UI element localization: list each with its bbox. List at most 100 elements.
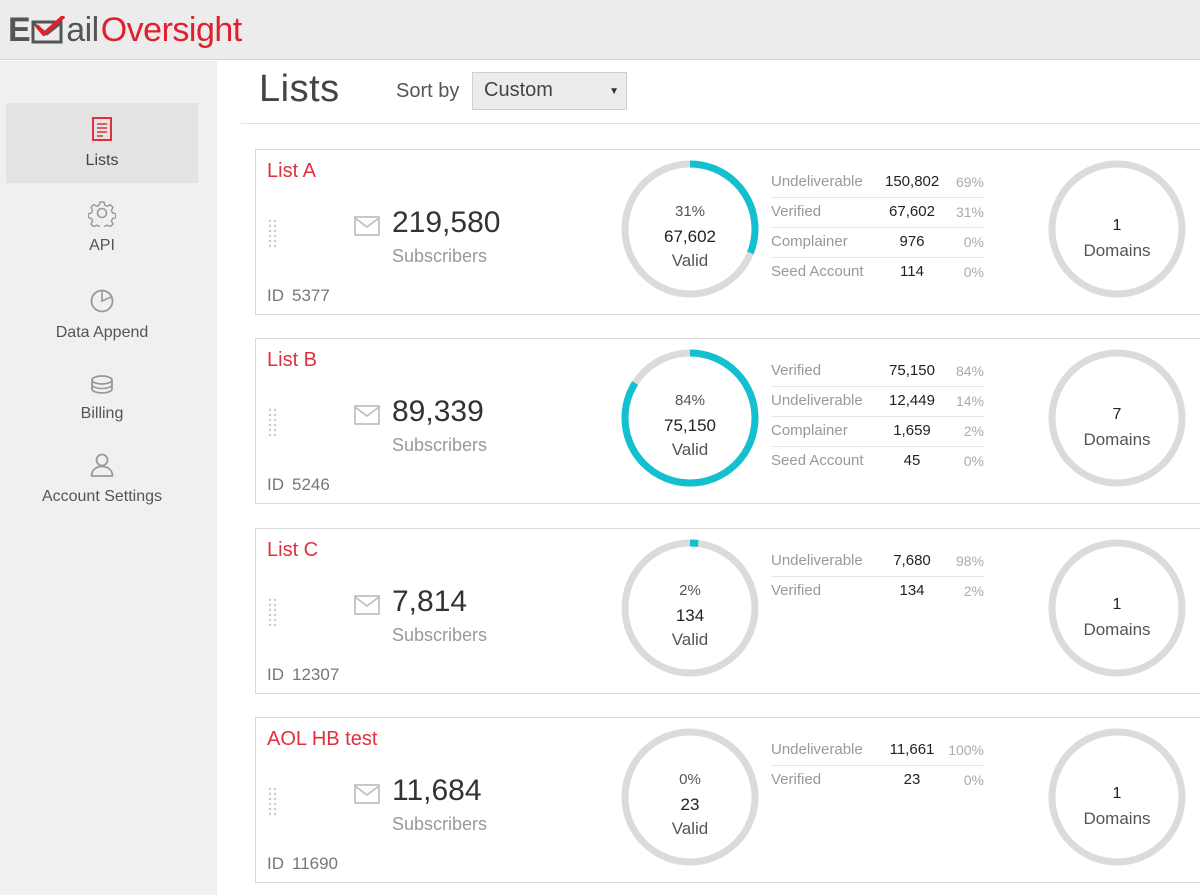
stats-table: Undeliverable 11,661 100% Verified 23 0% — [771, 736, 984, 796]
sidebar-item-label: Billing — [80, 405, 124, 422]
id-value: 5246 — [292, 475, 330, 494]
stat-percent: 98% — [955, 553, 984, 569]
domains-center: 1 Domains — [1047, 727, 1187, 867]
stats-table: Undeliverable 7,680 98% Verified 134 2% — [771, 547, 984, 607]
subscriber-count: 89,339 — [392, 395, 484, 428]
id-value: 5377 — [292, 286, 330, 305]
stat-name: Undeliverable — [771, 392, 863, 409]
stat-row: Verified 23 0% — [771, 766, 984, 796]
list-card[interactable]: List C 7,814 Subscribers ID 12307 2% 134 … — [255, 528, 1200, 694]
sort-select-value: Custom — [484, 79, 553, 101]
stat-row: Undeliverable 12,449 14% — [771, 387, 984, 417]
drag-handle-icon[interactable] — [267, 786, 279, 820]
stat-percent: 2% — [963, 423, 984, 439]
list-name-link[interactable]: AOL HB test — [267, 728, 378, 750]
domains-ring[interactable] — [1047, 538, 1187, 678]
sidebar-item-lists[interactable]: Lists — [6, 103, 198, 183]
domains-center: 7 Domains — [1047, 348, 1187, 488]
stat-name: Undeliverable — [771, 741, 863, 758]
coins-icon — [91, 375, 113, 394]
drag-handle-icon[interactable] — [267, 218, 279, 252]
domains-count: 1 — [1112, 785, 1122, 802]
sidebar-item-account-settings[interactable]: Account Settings — [6, 443, 198, 523]
donut-center: 2% 134 Valid — [620, 538, 760, 678]
stat-value: 23 — [903, 771, 921, 788]
stat-percent: 84% — [955, 363, 984, 379]
stat-name: Undeliverable — [771, 552, 863, 569]
mail-icon — [354, 595, 380, 615]
list-id: ID 5377 — [267, 286, 330, 306]
id-label: ID — [267, 854, 284, 873]
list-name-link[interactable]: List C — [267, 539, 319, 561]
sidebar-item-label: Lists — [85, 152, 119, 169]
domains-ring[interactable] — [1047, 348, 1187, 488]
stat-value: 7,680 — [893, 552, 931, 569]
stat-percent: 31% — [955, 204, 984, 220]
list-card[interactable]: AOL HB test 11,684 Subscribers ID 11690 0… — [255, 717, 1200, 883]
list-card[interactable]: List B 89,339 Subscribers ID 5246 84% 75,… — [255, 338, 1200, 504]
sidebar: Lists API Data Append Billing Account Se… — [0, 61, 217, 895]
stat-row: Undeliverable 11,661 100% — [771, 736, 984, 766]
id-label: ID — [267, 665, 284, 684]
sidebar-item-label: API — [89, 237, 115, 254]
donut-valid-arc — [621, 349, 759, 487]
sidebar-item-label: Account Settings — [41, 488, 163, 505]
stat-row: Verified 67,602 31% — [771, 198, 984, 228]
stat-value: 11,661 — [889, 741, 935, 758]
subscribers-label: Subscribers — [392, 246, 488, 266]
envelope-check-logo-icon — [31, 16, 66, 44]
valid-percent: 84% — [674, 392, 706, 409]
domains-count: 7 — [1112, 406, 1122, 423]
sidebar-item-data-append[interactable]: Data Append — [6, 275, 198, 355]
sidebar-item-billing[interactable]: Billing — [6, 359, 198, 439]
list-name-link[interactable]: List B — [267, 349, 318, 371]
stat-name: Seed Account — [771, 263, 864, 280]
dropdown-arrow-icon: ▼ — [609, 86, 619, 97]
subscribers-label: Subscribers — [392, 814, 488, 834]
subscriber-count: 219,580 — [392, 206, 501, 239]
valid-donut-chart[interactable] — [620, 727, 760, 867]
stat-value: 12,449 — [889, 392, 935, 409]
subscribers-label: Subscribers — [392, 625, 488, 645]
stat-percent: 0% — [963, 264, 984, 280]
list-id: ID 5246 — [267, 475, 330, 495]
subscribers-label: Subscribers — [392, 435, 488, 455]
stat-name: Complainer — [771, 422, 848, 439]
list-id: ID 11690 — [267, 854, 338, 874]
valid-donut-chart[interactable] — [620, 538, 760, 678]
top-header: E ail Oversight — [0, 0, 1200, 60]
sort-select[interactable]: Custom ▼ — [472, 72, 627, 110]
valid-donut-chart[interactable] — [620, 159, 760, 299]
email-oversight-logo[interactable]: E ail Oversight — [8, 10, 242, 50]
valid-percent: 2% — [679, 582, 701, 599]
valid-count: 23 — [680, 795, 700, 814]
drag-handle-icon[interactable] — [267, 597, 279, 631]
domains-ring[interactable] — [1047, 727, 1187, 867]
valid-label: Valid — [671, 251, 709, 270]
stat-percent: 2% — [963, 583, 984, 599]
list-card[interactable]: List A 219,580 Subscribers ID 5377 31% 67… — [255, 149, 1200, 315]
stat-row: Seed Account 45 0% — [771, 447, 984, 477]
stats-table: Verified 75,150 84% Undeliverable 12,449 14%… — [771, 357, 984, 477]
gear-icon — [88, 201, 116, 227]
stat-row: Complainer 976 0% — [771, 228, 984, 258]
page-title: Lists — [259, 68, 340, 110]
sidebar-item-api[interactable]: API — [6, 189, 198, 269]
sidebar-item-label: Data Append — [55, 324, 149, 341]
document-icon — [92, 117, 112, 141]
stat-value: 67,602 — [889, 203, 935, 220]
domains-center: 1 Domains — [1047, 538, 1187, 678]
drag-handle-icon[interactable] — [267, 407, 279, 441]
valid-donut-chart[interactable] — [620, 348, 760, 488]
valid-percent: 31% — [674, 203, 706, 220]
stat-row: Verified 75,150 84% — [771, 357, 984, 387]
list-name-link[interactable]: List A — [267, 160, 316, 182]
stats-table: Undeliverable 150,802 69% Verified 67,602 31… — [771, 168, 984, 288]
stat-value: 75,150 — [889, 362, 935, 379]
valid-percent: 0% — [679, 771, 701, 788]
domains-ring[interactable] — [1047, 159, 1187, 299]
stat-percent: 14% — [955, 393, 984, 409]
valid-count: 67,602 — [664, 227, 716, 246]
stat-name: Complainer — [771, 233, 848, 250]
logo-text-ail: ail — [66, 11, 99, 49]
